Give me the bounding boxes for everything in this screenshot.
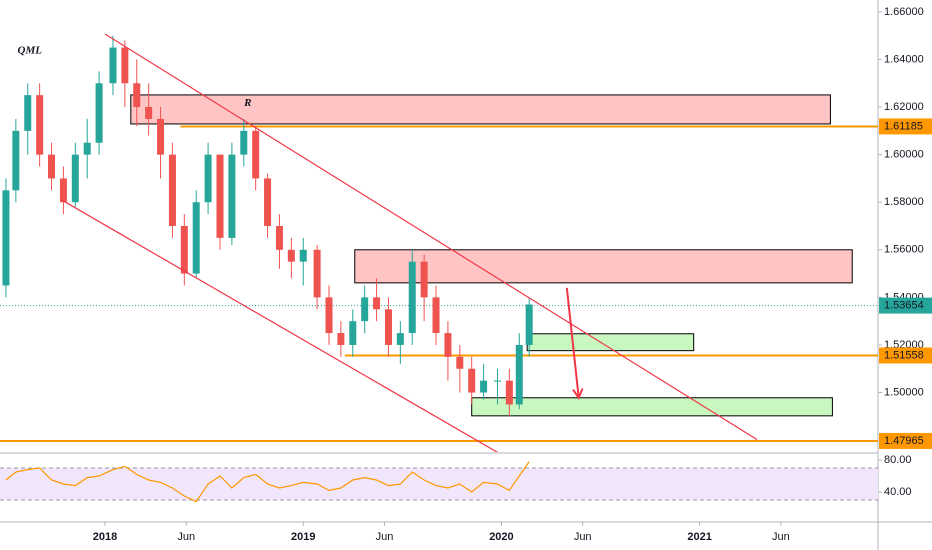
candle-body <box>145 107 153 119</box>
x-tick-label: 2020 <box>489 531 513 543</box>
level-label: 1.51558 <box>884 349 924 361</box>
candle-body <box>252 130 260 179</box>
candle-body <box>396 333 404 345</box>
candle-body <box>2 190 10 286</box>
candle-body <box>420 261 428 298</box>
candle-body <box>133 83 141 108</box>
level-label-bg <box>879 347 932 364</box>
x-tick-label: Jun <box>574 531 592 543</box>
y-tick-label: 1.64000 <box>884 53 924 65</box>
trendline <box>61 199 499 452</box>
y-tick-label: 1.58000 <box>884 196 924 208</box>
annotation: R <box>243 97 251 109</box>
candle-body <box>493 380 501 382</box>
candle-body <box>24 95 32 131</box>
candle-body <box>168 154 176 226</box>
candle-body <box>349 321 357 345</box>
candle-body <box>384 309 392 345</box>
arrow-head <box>572 388 584 400</box>
candle-body <box>432 297 440 334</box>
candle-body <box>515 344 523 405</box>
candle-body <box>240 130 248 155</box>
candle-body <box>48 154 56 179</box>
zone <box>471 397 833 417</box>
arrow-shaft <box>565 287 580 398</box>
level-label: 1.53654 <box>884 300 924 312</box>
candle-body <box>36 95 44 155</box>
zone <box>130 94 831 125</box>
y-tick-label: 1.62000 <box>884 101 924 113</box>
candle-body <box>109 47 117 84</box>
candle-body <box>216 154 224 238</box>
candle-body <box>299 249 307 262</box>
level-label-bg <box>879 118 932 135</box>
candle-body <box>228 154 236 238</box>
candle-body <box>180 226 188 274</box>
candle-body <box>95 83 103 143</box>
candle-body <box>456 356 464 369</box>
candle-body <box>313 249 321 298</box>
candle-body <box>287 249 295 262</box>
x-tick-label: 2018 <box>93 531 117 543</box>
rsi-tick-label: 40.00 <box>884 486 912 498</box>
candle-body <box>325 297 333 334</box>
candle-body <box>361 297 369 322</box>
x-tick-label: 2021 <box>687 531 711 543</box>
candle-body <box>525 304 533 345</box>
x-tick-label: Jun <box>376 531 394 543</box>
candle-body <box>12 130 20 191</box>
x-tick-label: Jun <box>177 531 195 543</box>
candle-body <box>59 178 67 203</box>
candle-body <box>480 380 488 393</box>
candle-body <box>373 297 381 310</box>
level-label: 1.47965 <box>884 435 924 447</box>
candle-body <box>408 261 416 334</box>
annotation: QML <box>18 45 43 57</box>
candle-body <box>337 333 345 345</box>
level-label-bg <box>879 297 932 314</box>
y-tick-label: 1.60000 <box>884 149 924 161</box>
level-label: 1.61185 <box>884 120 923 132</box>
y-tick-label: 1.56000 <box>884 244 924 256</box>
candle-body <box>505 380 513 405</box>
rsi-band <box>0 468 878 500</box>
candle-body <box>264 178 272 226</box>
x-tick-label: Jun <box>772 531 790 543</box>
rsi-line <box>5 461 530 503</box>
candle-body <box>121 47 129 84</box>
zone <box>354 249 853 284</box>
level-label-bg <box>879 432 932 449</box>
rsi-tick-label: 80.00 <box>884 454 912 466</box>
candle-body <box>444 333 452 357</box>
candle-body <box>192 202 200 274</box>
candle-body <box>204 154 212 203</box>
candle-body <box>83 142 91 155</box>
candle-body <box>468 368 476 393</box>
candle-body <box>275 226 283 250</box>
y-tick-label: 1.66000 <box>884 6 924 18</box>
x-tick-label: 2019 <box>291 531 315 543</box>
trendline <box>104 33 758 441</box>
candle-body <box>71 154 79 203</box>
y-tick-label: 1.50000 <box>884 386 924 398</box>
candle-body <box>157 118 165 155</box>
